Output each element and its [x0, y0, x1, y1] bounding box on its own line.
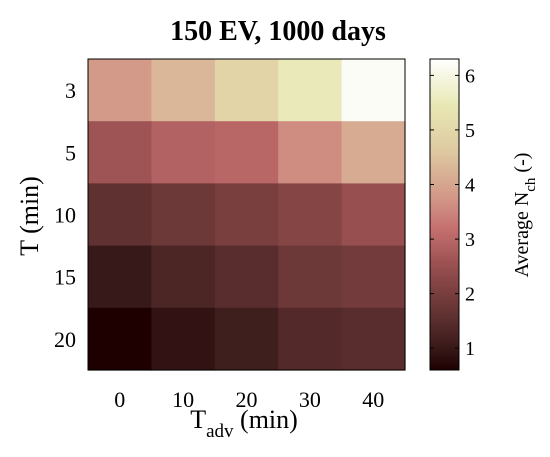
heatmap-cell: [278, 59, 343, 122]
x-tick-label: 20: [236, 387, 258, 412]
y-tick-label: 20: [54, 327, 76, 352]
heatmap-cell: [214, 59, 279, 122]
plot-frame: [87, 58, 406, 371]
heatmap-cells: [88, 59, 406, 371]
heatmap-cell: [278, 245, 343, 309]
colorbar-tick-label: 3: [465, 229, 475, 251]
heatmap-cell: [341, 183, 406, 247]
y-tick-label: 5: [65, 140, 76, 165]
heatmap-cell: [341, 307, 406, 371]
y-tick-label: 10: [54, 203, 76, 228]
heatmap-cell: [278, 121, 343, 184]
x-tick-label: 30: [299, 387, 321, 412]
heatmap-cell: [88, 121, 152, 184]
colorbar-tick-label: 5: [465, 120, 475, 142]
colorbar-tick-label: 6: [465, 65, 475, 87]
y-tick-labels: 3 5 10 15 20: [54, 78, 76, 352]
y-tick-label: 15: [54, 265, 76, 290]
chart-title: 150 EV, 1000 days: [170, 16, 386, 47]
x-tick-label: 10: [172, 387, 194, 412]
heatmap-cell: [214, 245, 279, 309]
heatmap-cell: [88, 183, 152, 247]
heatmap-cell: [151, 121, 216, 184]
heatmap-cell: [341, 59, 406, 122]
heatmap-cell: [214, 183, 279, 247]
heatmap-cell: [341, 245, 406, 309]
colorbar-tick-label: 2: [465, 284, 475, 306]
heatmap-cell: [151, 307, 216, 371]
x-tick-labels: 0 10 20 30 40: [114, 387, 384, 412]
heatmap-cell: [278, 183, 343, 247]
heatmap-cell: [341, 121, 406, 184]
heatmap-cell: [88, 307, 152, 371]
heatmap-cell: [214, 121, 279, 184]
colorbar-ticks: 1 2 3 4 5 6: [430, 65, 475, 360]
y-axis-label: T (min): [15, 176, 44, 256]
x-axis-label: Tadv (min): [190, 405, 298, 442]
colorbar-tick-label: 1: [465, 338, 475, 360]
heatmap-cell: [88, 245, 152, 309]
colorbar: [429, 58, 460, 371]
heatmap-cell: [151, 245, 216, 309]
heatmap-cell: [151, 59, 216, 122]
x-tick-label: 40: [362, 387, 384, 412]
y-tick-label: 3: [65, 78, 76, 103]
heatmap-cell: [88, 59, 152, 122]
heatmap-cell: [278, 307, 343, 371]
colorbar-tick-label: 4: [465, 175, 475, 197]
heatmap-cell: [214, 307, 279, 371]
x-tick-label: 0: [114, 387, 125, 412]
colorbar-label: Average Nch (-): [511, 153, 539, 278]
heatmap-cell: [151, 183, 216, 247]
